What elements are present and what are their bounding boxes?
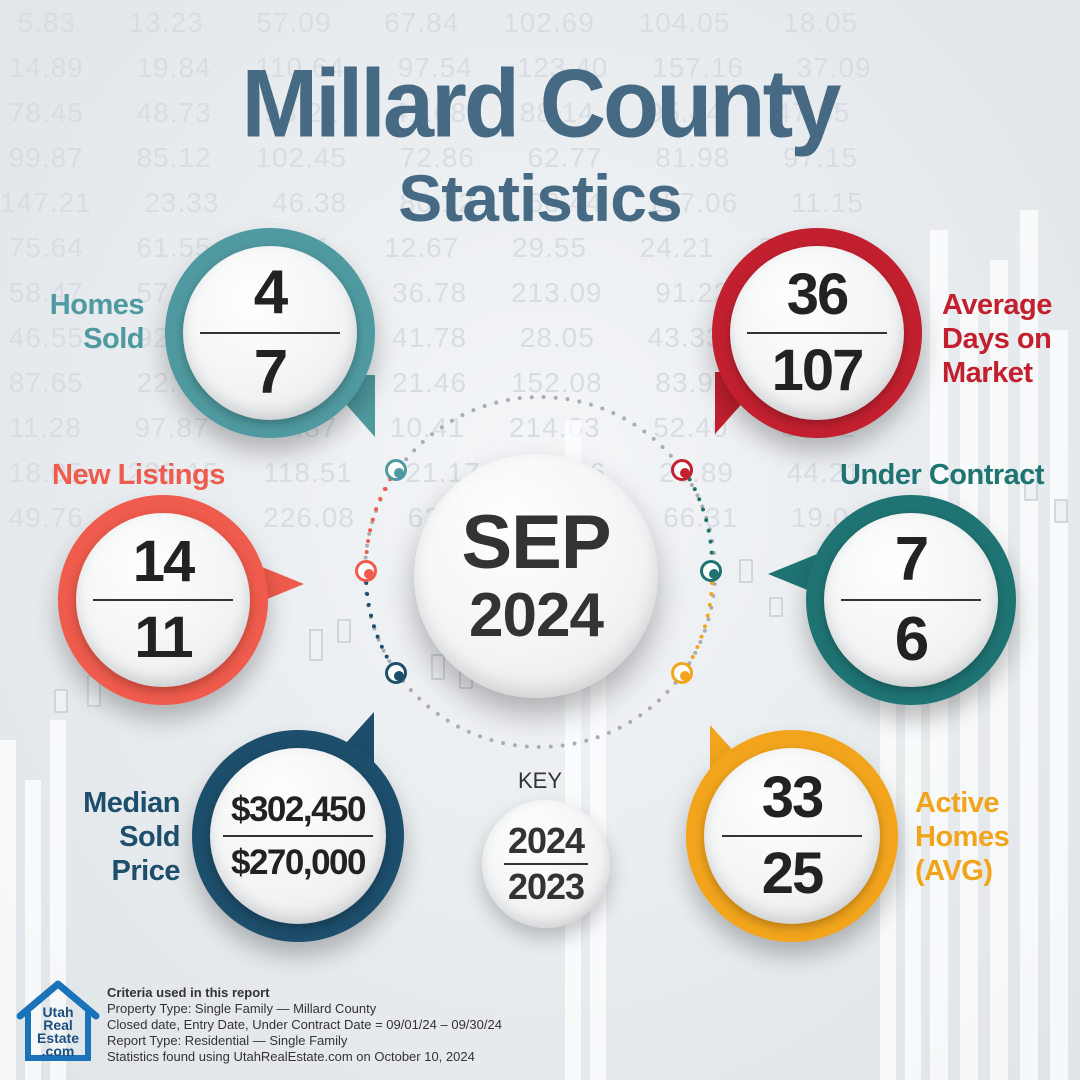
new-listings-divider	[93, 599, 233, 601]
under-contract-label: Under Contract	[840, 459, 1045, 491]
key-current-year: 2024	[507, 820, 585, 861]
new-listings-label: New Listings	[52, 459, 225, 491]
background-number-row: 147.21 23.33 46.38 80.12 60.44 157.06 11…	[0, 187, 864, 218]
key-circle: 2024 2023	[482, 800, 610, 928]
criteria-line: Property Type: Single Family — Millard C…	[107, 1001, 377, 1016]
ring-marker-active-homes	[671, 662, 693, 684]
ring-marker-avg-days	[671, 459, 693, 481]
median-price-divider	[223, 835, 373, 837]
avg-days-previous: 107	[771, 338, 865, 403]
median-price-previous: $270,000	[231, 843, 366, 882]
avg-days-current: 36	[786, 262, 849, 327]
logo-line-1: Utah	[42, 1004, 74, 1020]
ring-marker-median-price	[385, 662, 407, 684]
ring-marker-under-contract	[700, 560, 722, 582]
background-number-row: 78.45 48.73 93.21 41.08 88.14 95.44 47.6…	[0, 97, 851, 128]
background-number-row: 99.87 85.12 102.45 72.86 62.77 81.98 97.…	[0, 142, 859, 173]
under-contract-divider	[841, 599, 981, 601]
center-month: SEP	[461, 500, 611, 585]
active-homes-previous: 25	[761, 841, 824, 906]
active-homes-current: 33	[761, 765, 824, 830]
active-homes-divider	[722, 835, 862, 837]
avg-days-label: Average Days on Market	[942, 289, 1052, 389]
median-price-label: Median Sold Price	[83, 787, 180, 887]
page-subtitle: Statistics	[398, 161, 682, 235]
new-listings-current: 14	[132, 529, 195, 594]
homes-sold-current: 4	[253, 258, 289, 327]
avg-days-values: 36 107	[730, 246, 904, 420]
homes-sold-values: 4 7	[183, 246, 357, 420]
new-listings-values: 14 11	[76, 513, 250, 687]
center-date-circle: SEP 2024	[414, 454, 658, 698]
ring-marker-new-listings	[355, 560, 377, 582]
logo-line-2: Real	[43, 1017, 73, 1033]
avg-days-divider	[747, 332, 887, 334]
median-price-current: $302,450	[231, 790, 366, 829]
criteria-heading: Criteria used in this report	[107, 985, 270, 1000]
key-previous-year: 2023	[507, 866, 585, 907]
ring-marker-homes-sold	[385, 459, 407, 481]
utah-real-estate-logo: Utah Real Estate .com	[14, 976, 102, 1066]
under-contract-previous: 6	[894, 605, 930, 674]
under-contract-values: 7 6	[824, 513, 998, 687]
background-number-row: 14.89 19.84 110.64 97.54 123.40 157.16 3…	[0, 52, 872, 83]
key-label: KEY	[517, 768, 563, 793]
logo-line-3: Estate	[36, 1030, 80, 1046]
active-homes-values: 33 25	[704, 748, 880, 924]
under-contract-current: 7	[894, 525, 930, 594]
criteria-line: Statistics found using UtahRealEstate.co…	[107, 1049, 475, 1064]
median-price-values: $302,450 $270,000	[210, 748, 386, 924]
homes-sold-label: Homes Sold	[49, 289, 145, 355]
active-homes-label: Active Homes (AVG)	[915, 787, 1010, 887]
background-number-row: 5.83 13.23 57.09 67.84 102.69 104.05 18.…	[0, 7, 859, 38]
logo-line-4: .com	[41, 1043, 75, 1059]
criteria-line: Report Type: Residential — Single Family	[107, 1033, 348, 1048]
criteria-block: Criteria used in this report Property Ty…	[107, 985, 502, 1065]
new-listings-previous: 11	[134, 605, 193, 670]
house-logo-icon	[16, 980, 100, 1061]
criteria-line: Closed date, Entry Date, Under Contract …	[107, 1017, 502, 1032]
center-year: 2024	[469, 581, 604, 650]
homes-sold-divider	[200, 332, 340, 334]
homes-sold-previous: 7	[253, 338, 289, 407]
page-title: Millard County	[241, 50, 842, 158]
key-divider	[504, 863, 588, 865]
